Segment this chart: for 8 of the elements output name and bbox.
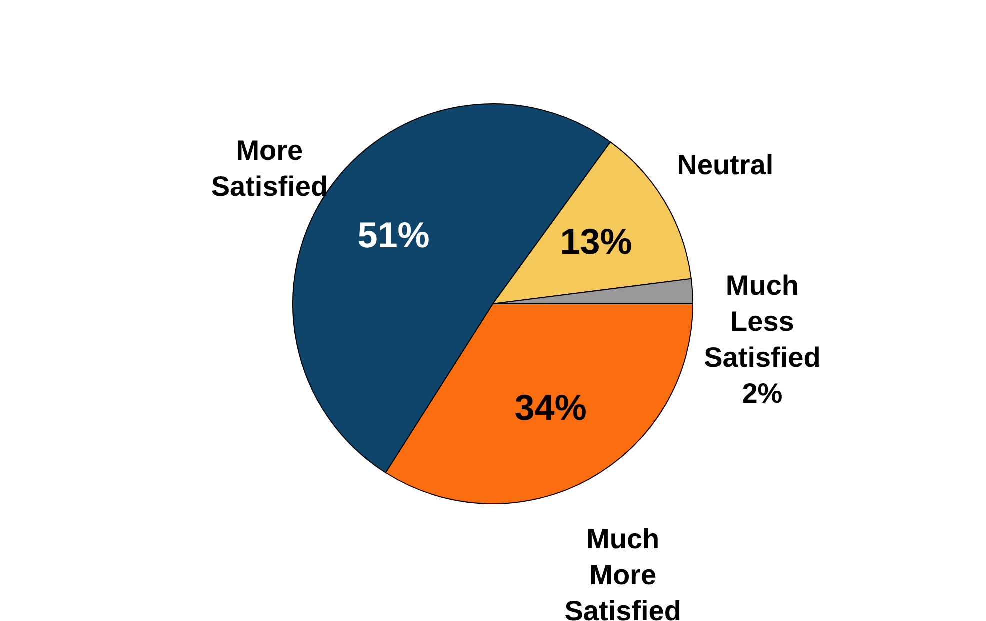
- data-label: 2%: [742, 378, 783, 410]
- slice-label: Much More Satisfied: [564, 524, 682, 621]
- data-label: 34%: [514, 387, 587, 428]
- data-label: 51%: [358, 214, 430, 256]
- slice-label: Neutral: [677, 150, 774, 181]
- data-label: 13%: [560, 220, 632, 262]
- slice-label: More Satisfied: [211, 135, 328, 202]
- slice-label: Much Less Satisfied: [704, 270, 821, 374]
